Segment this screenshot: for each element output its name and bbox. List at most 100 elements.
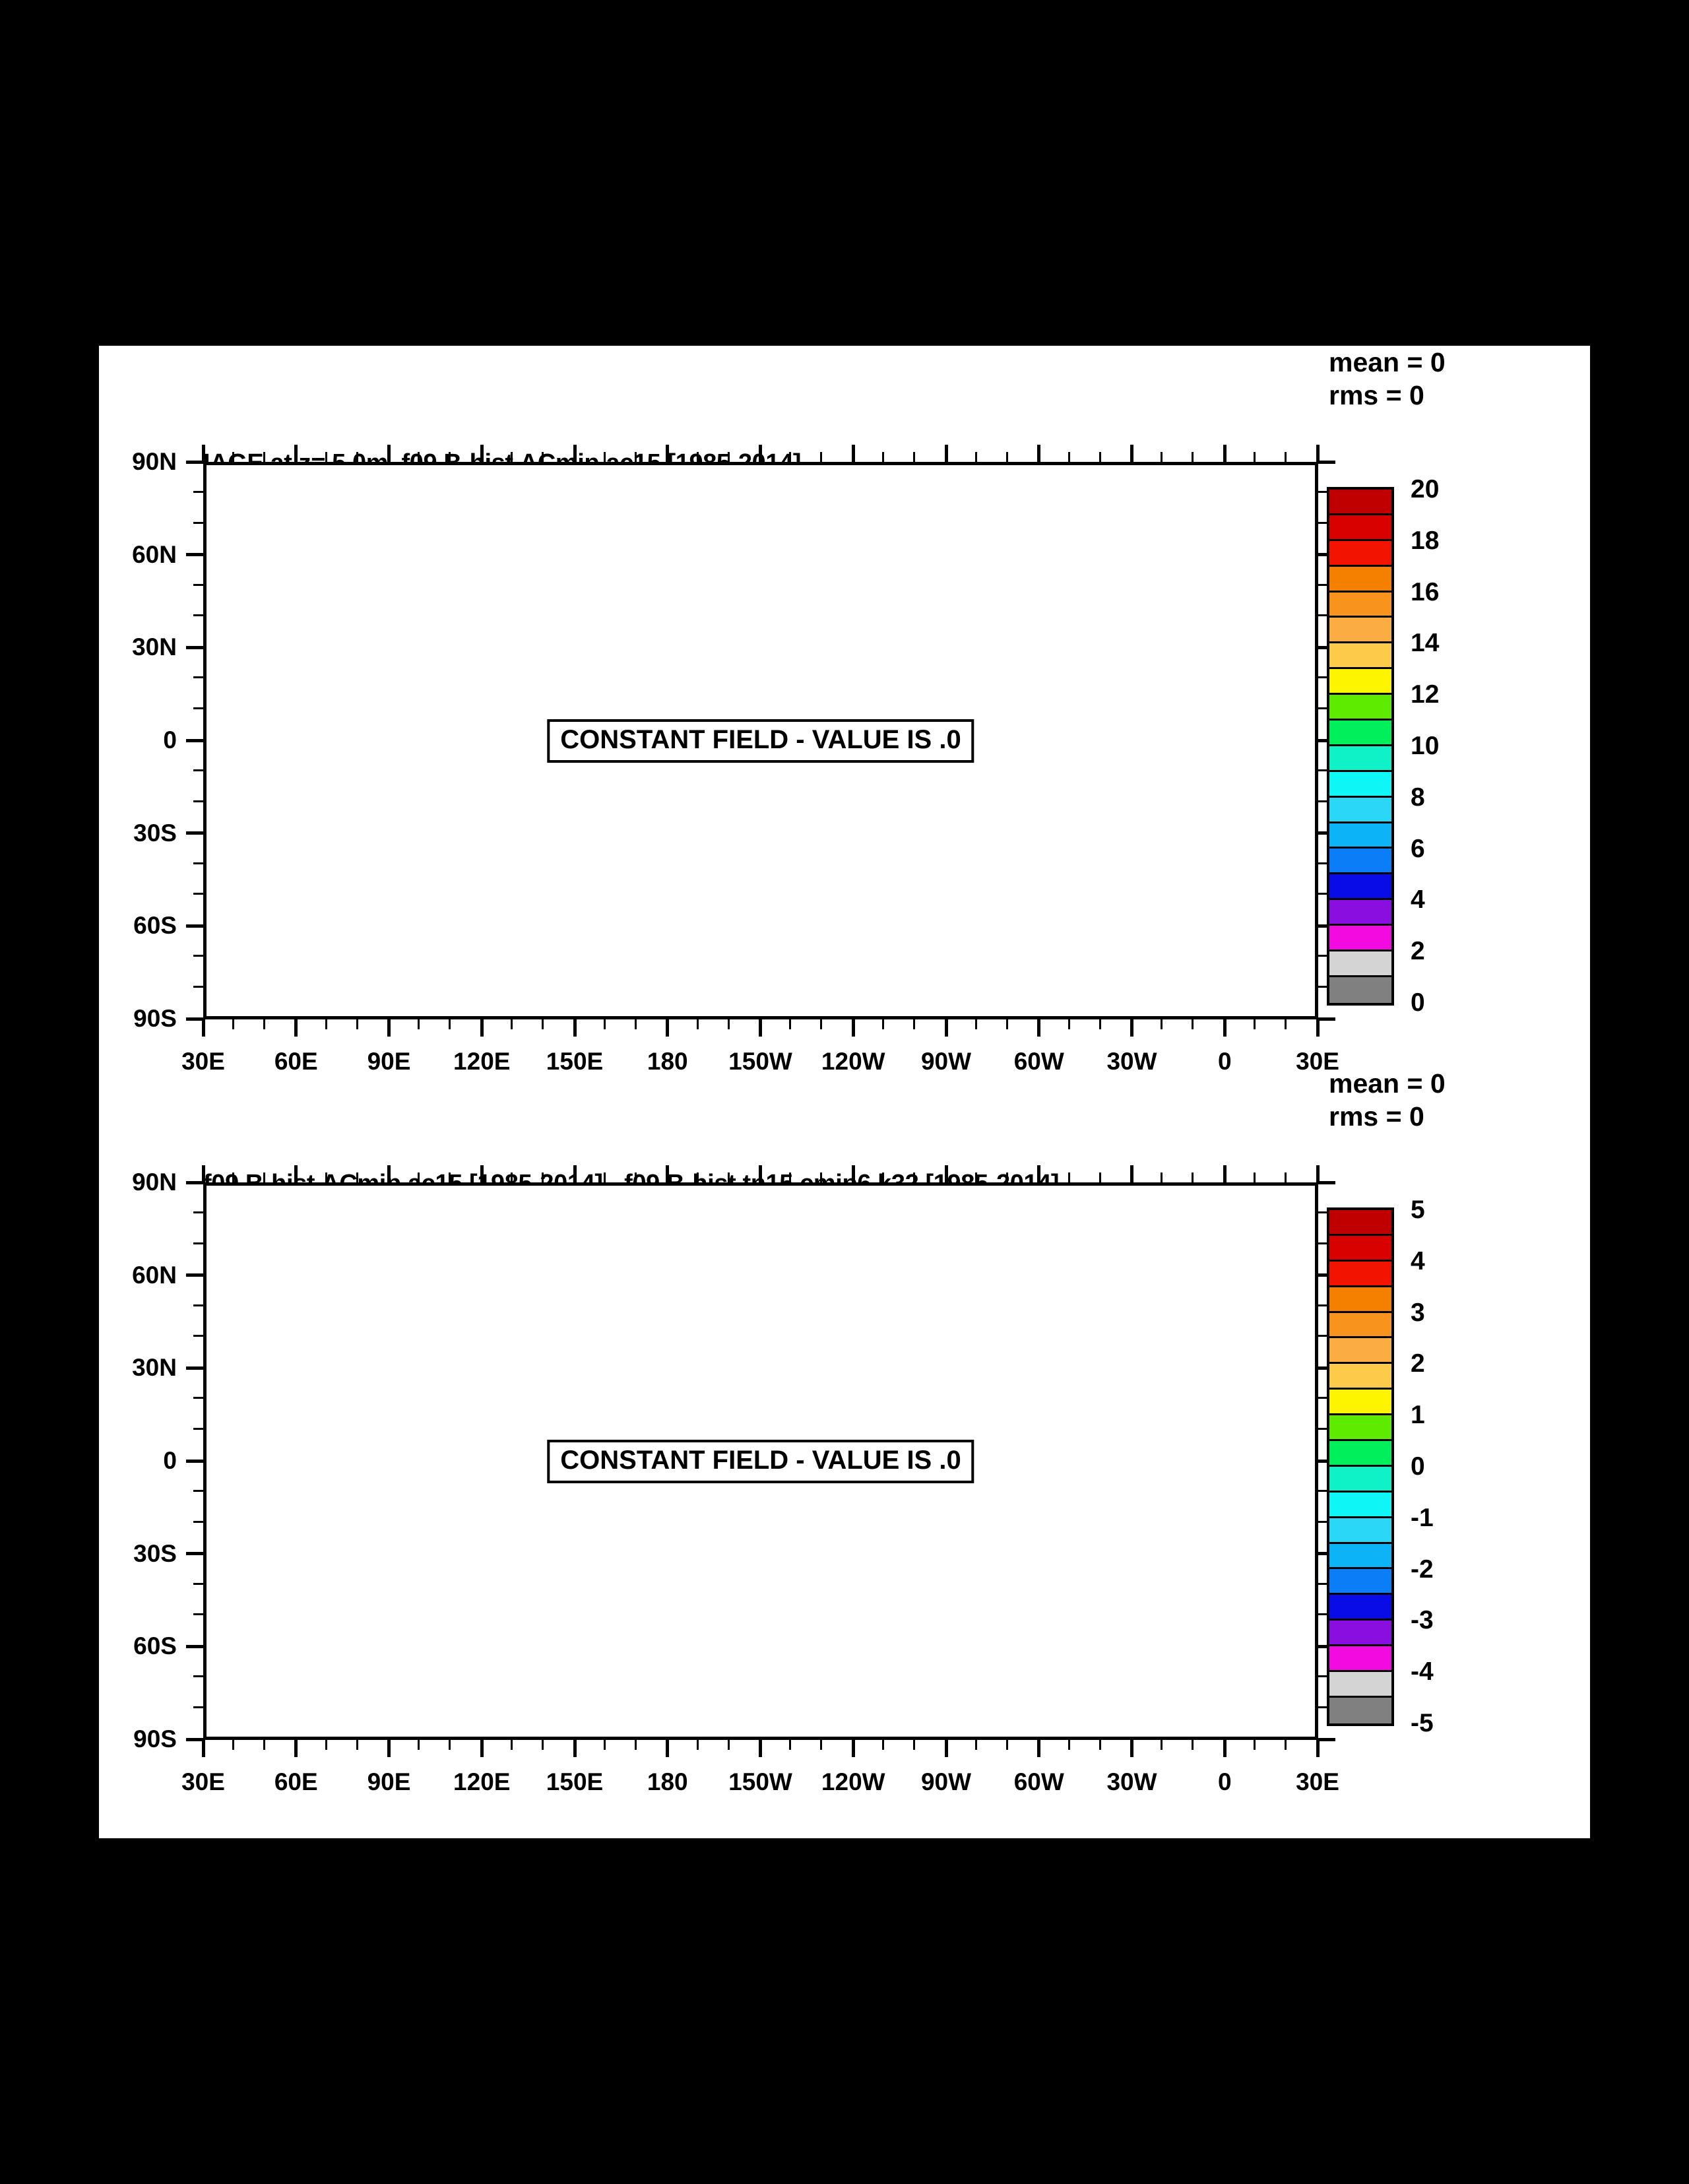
x-major-tick bbox=[1316, 445, 1320, 462]
x-ticklabel: 150E bbox=[546, 1048, 604, 1075]
colorbar-ticklabel: 3 bbox=[1411, 1298, 1425, 1327]
x-minor-tick bbox=[325, 452, 327, 462]
colorbar-segment bbox=[1329, 1466, 1391, 1493]
colorbar-ticklabel: -3 bbox=[1411, 1606, 1434, 1635]
x-major-tick bbox=[1223, 1019, 1227, 1037]
y-major-tick bbox=[186, 1459, 203, 1463]
x-ticklabel: 30W bbox=[1106, 1048, 1157, 1075]
colorbar-ticklabel: 6 bbox=[1411, 834, 1425, 863]
colorbar-top-mean: mean = 0 bbox=[1329, 347, 1446, 377]
y-major-tick bbox=[1318, 1180, 1335, 1184]
colorbar-ticklabel: 0 bbox=[1411, 988, 1425, 1017]
x-major-tick bbox=[201, 1740, 205, 1757]
colorbar-segment bbox=[1329, 1415, 1391, 1442]
x-major-tick bbox=[1037, 1019, 1041, 1037]
x-major-tick bbox=[666, 1165, 670, 1182]
colorbar-segment bbox=[1329, 1287, 1391, 1313]
x-minor-tick bbox=[1285, 1172, 1287, 1182]
colorbar-segment bbox=[1329, 1441, 1391, 1467]
x-minor-tick bbox=[1285, 452, 1287, 462]
colorbar-segment bbox=[1329, 643, 1391, 670]
colorbar-segment bbox=[1329, 900, 1391, 926]
y-minor-tick bbox=[193, 490, 203, 493]
colorbar-bottom-mean: mean = 0 bbox=[1329, 1068, 1446, 1099]
y-minor-tick bbox=[193, 862, 203, 864]
x-minor-tick bbox=[232, 452, 234, 462]
x-minor-tick bbox=[232, 1740, 234, 1750]
colorbar-segment bbox=[1329, 1518, 1391, 1544]
x-minor-tick bbox=[882, 1172, 885, 1182]
y-major-tick bbox=[186, 1180, 203, 1184]
colorbar-top-swatches bbox=[1327, 487, 1394, 1006]
y-minor-tick bbox=[1318, 800, 1328, 802]
y-minor-tick bbox=[193, 583, 203, 586]
y-ticklabel: 30N bbox=[132, 1354, 177, 1382]
x-major-tick bbox=[1223, 1165, 1227, 1182]
colorbar-ticklabel: 20 bbox=[1411, 475, 1440, 503]
y-minor-tick bbox=[1318, 1397, 1328, 1399]
y-major-tick bbox=[1318, 460, 1335, 464]
x-major-tick bbox=[573, 445, 577, 462]
x-minor-tick bbox=[418, 1172, 420, 1182]
x-minor-tick bbox=[1192, 452, 1194, 462]
x-ticklabel: 90W bbox=[920, 1768, 972, 1795]
x-ticklabel: 150W bbox=[728, 1048, 792, 1075]
x-minor-tick bbox=[974, 1019, 977, 1029]
y-minor-tick bbox=[193, 1582, 203, 1585]
x-minor-tick bbox=[1099, 452, 1101, 462]
x-ticklabel: 30E bbox=[1296, 1048, 1339, 1075]
x-major-tick bbox=[944, 445, 948, 462]
x-major-tick bbox=[1130, 1165, 1133, 1182]
x-major-tick bbox=[759, 1740, 762, 1757]
x-ticklabel: 60E bbox=[274, 1048, 318, 1075]
x-minor-tick bbox=[356, 1019, 358, 1029]
x-minor-tick bbox=[634, 1172, 637, 1182]
x-major-tick bbox=[851, 445, 855, 462]
y-minor-tick bbox=[193, 1242, 203, 1244]
x-major-tick bbox=[1223, 1740, 1227, 1757]
colorbar-segment bbox=[1329, 1646, 1391, 1673]
x-ticklabel: 120E bbox=[453, 1048, 511, 1075]
x-major-tick bbox=[201, 1019, 205, 1037]
x-minor-tick bbox=[263, 1740, 265, 1750]
x-ticklabel: 90E bbox=[367, 1768, 411, 1795]
x-minor-tick bbox=[634, 1740, 637, 1750]
y-ticklabel: 0 bbox=[163, 1447, 177, 1474]
y-minor-tick bbox=[193, 707, 203, 710]
y-major-tick bbox=[186, 831, 203, 835]
y-ticklabel: 90S bbox=[133, 1005, 177, 1032]
x-minor-tick bbox=[974, 1740, 977, 1750]
x-minor-tick bbox=[1254, 1740, 1256, 1750]
x-major-tick bbox=[387, 1019, 391, 1037]
x-minor-tick bbox=[232, 1019, 234, 1029]
y-minor-tick bbox=[193, 893, 203, 895]
x-major-tick bbox=[851, 1019, 855, 1037]
panel-top-constant-field-note: CONSTANT FIELD - VALUE IS .0 bbox=[547, 719, 974, 763]
y-minor-tick bbox=[1318, 490, 1328, 493]
x-major-tick bbox=[480, 1740, 484, 1757]
x-minor-tick bbox=[634, 452, 637, 462]
x-minor-tick bbox=[1005, 1019, 1008, 1029]
x-ticklabel: 120W bbox=[821, 1048, 885, 1075]
y-minor-tick bbox=[193, 1520, 203, 1523]
x-minor-tick bbox=[542, 1019, 544, 1029]
x-minor-tick bbox=[696, 1019, 699, 1029]
x-minor-tick bbox=[913, 452, 916, 462]
x-minor-tick bbox=[542, 1172, 544, 1182]
y-major-tick bbox=[186, 553, 203, 557]
x-minor-tick bbox=[603, 1740, 606, 1750]
x-minor-tick bbox=[913, 1019, 916, 1029]
colorbar-segment bbox=[1329, 771, 1391, 798]
x-ticklabel: 30W bbox=[1106, 1768, 1157, 1795]
y-major-tick bbox=[186, 924, 203, 928]
y-ticklabel: 60N bbox=[132, 1261, 177, 1289]
colorbar-segment bbox=[1329, 1543, 1391, 1570]
x-minor-tick bbox=[418, 452, 420, 462]
x-major-tick bbox=[387, 1740, 391, 1757]
colorbar-segment bbox=[1329, 540, 1391, 567]
y-major-tick bbox=[186, 1737, 203, 1741]
x-minor-tick bbox=[634, 1019, 637, 1029]
figure-paper: IAGE at z= 5.0m, f09.B-hist.ACmip.ac15 [… bbox=[99, 346, 1590, 1838]
colorbar-segment bbox=[1329, 618, 1391, 644]
y-major-tick bbox=[186, 738, 203, 742]
